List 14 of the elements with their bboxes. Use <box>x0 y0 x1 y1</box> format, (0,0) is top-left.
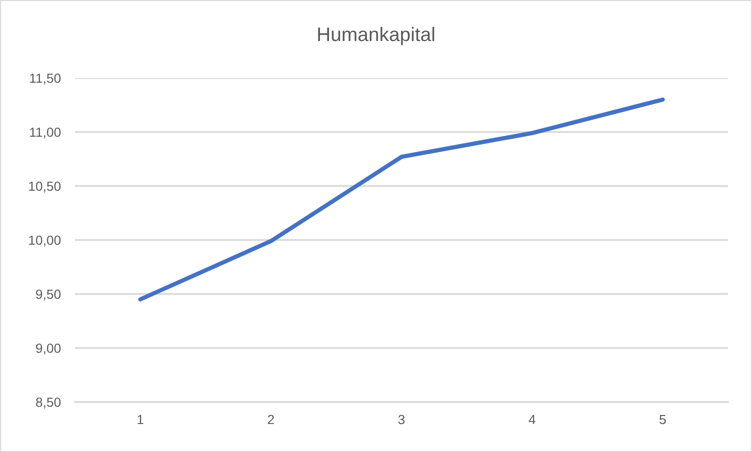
chart-title: Humankapital <box>318 26 434 46</box>
y-tick-label: 9,00 <box>36 344 61 354</box>
y-tick-label: 10,00 <box>29 236 61 246</box>
y-tick-label: 11,00 <box>30 128 61 138</box>
x-tick-label: 1 <box>138 414 144 424</box>
y-tick-label: 11,50 <box>30 74 61 84</box>
y-tick-label: 8,50 <box>36 398 61 408</box>
x-tick-label: 3 <box>398 414 405 424</box>
x-tick-label: 5 <box>660 414 666 424</box>
y-tick-label: 10,50 <box>29 182 61 192</box>
x-tick-label: 2 <box>268 414 274 424</box>
line-series <box>138 98 665 302</box>
y-tick-label: 9,50 <box>36 290 61 300</box>
x-tick-label: 4 <box>528 414 536 424</box>
